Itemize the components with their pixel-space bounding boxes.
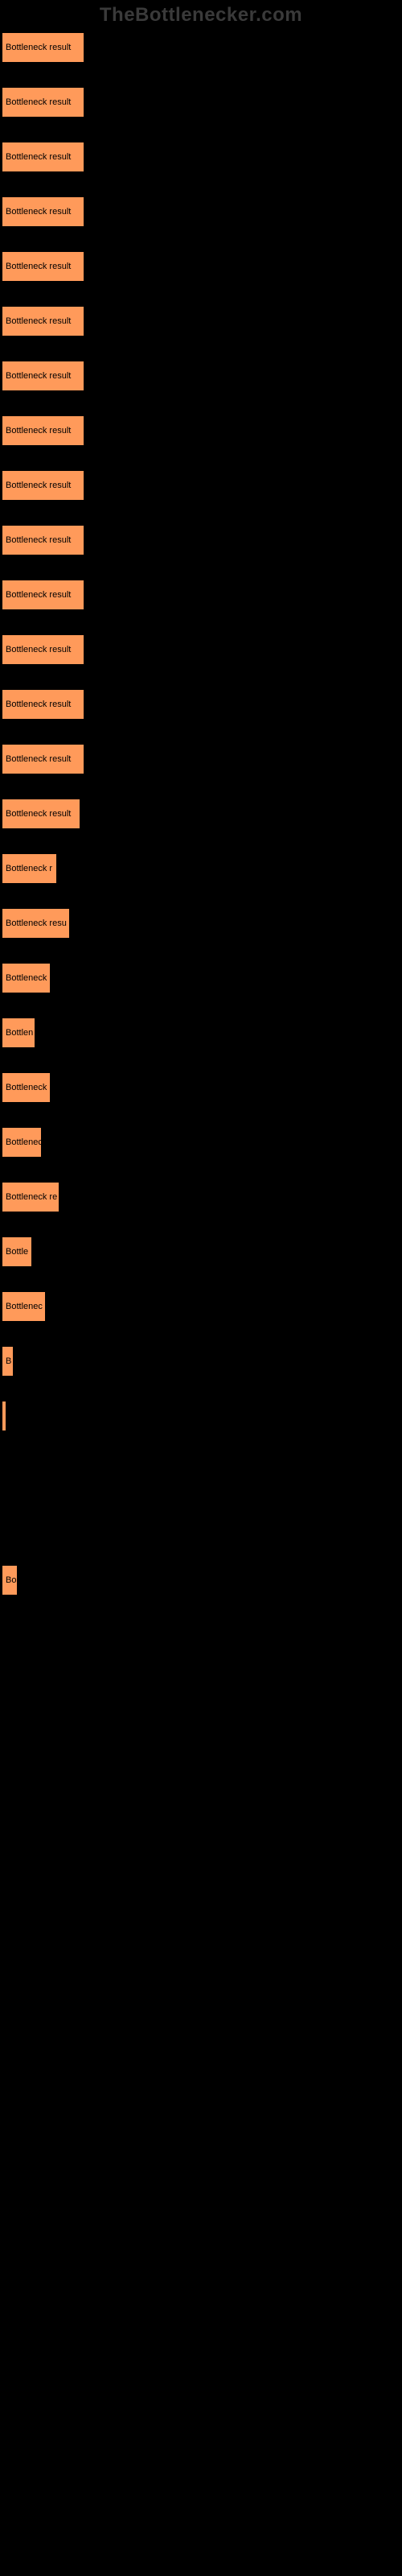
chart-bar: Bottleneck <box>2 963 51 993</box>
bar-wrapper: Bottleneck result <box>2 580 402 610</box>
bar-wrapper: Bottleneck r <box>2 853 402 884</box>
chart-bar: Bottleneck result <box>2 744 84 774</box>
bar-wrapper: Bottleneck result <box>2 744 402 774</box>
bar-label: Bottleneck result <box>6 481 71 490</box>
bar-label: Bottleneck result <box>6 97 71 107</box>
bar-label: Bottlenec <box>6 1302 43 1311</box>
chart-bar <box>2 1401 6 1431</box>
bar-label: Bottlenec <box>6 1137 42 1147</box>
bar-wrapper: Bottlenec <box>2 1291 402 1322</box>
bar-wrapper: B <box>2 1346 402 1377</box>
chart-bar: Bottleneck result <box>2 32 84 63</box>
bar-wrapper: Bottleneck result <box>2 634 402 665</box>
bar-label: B <box>6 1356 11 1366</box>
bar-label: Bottleneck result <box>6 700 71 709</box>
chart-bar: Bottleneck <box>2 1072 51 1103</box>
bar-wrapper: Bottleneck result <box>2 799 402 829</box>
chart-bar: Bottlen <box>2 1018 35 1048</box>
bar-label: Bottleneck result <box>6 754 71 764</box>
chart-bar: Bottleneck result <box>2 251 84 282</box>
chart-bar: Bottleneck result <box>2 415 84 446</box>
bar-wrapper: Bottleneck <box>2 1072 402 1103</box>
bar-wrapper <box>2 1510 402 1541</box>
bar-label: Bottleneck result <box>6 426 71 436</box>
chart-bar: Bottleneck r <box>2 853 57 884</box>
bar-wrapper: Bottleneck re <box>2 1182 402 1212</box>
bar-wrapper: Bottle <box>2 1236 402 1267</box>
chart-bar: Bottleneck resu <box>2 908 70 939</box>
chart-bar: Bottlenec <box>2 1291 46 1322</box>
bar-wrapper: Bottleneck result <box>2 525 402 555</box>
bar-label: Bottlen <box>6 1028 33 1038</box>
chart-bar: Bo <box>2 1565 18 1596</box>
chart-bar: Bottleneck result <box>2 525 84 555</box>
bar-wrapper: Bo <box>2 1565 402 1596</box>
bar-wrapper: Bottleneck result <box>2 415 402 446</box>
bar-wrapper: Bottleneck resu <box>2 908 402 939</box>
bar-wrapper: Bottleneck result <box>2 142 402 172</box>
chart-bar: Bottleneck result <box>2 580 84 610</box>
chart-bar: Bottlenec <box>2 1127 42 1158</box>
bar-label: Bottleneck result <box>6 535 71 545</box>
bar-label: Bottleneck result <box>6 645 71 654</box>
bar-wrapper: Bottleneck result <box>2 361 402 391</box>
bar-label: Bottleneck result <box>6 152 71 162</box>
bar-wrapper: Bottlen <box>2 1018 402 1048</box>
bar-label: Bo <box>6 1575 16 1585</box>
bar-label: Bottleneck result <box>6 590 71 600</box>
chart-bar: Bottleneck re <box>2 1182 59 1212</box>
chart-bar: B <box>2 1346 14 1377</box>
chart-bar: Bottleneck result <box>2 689 84 720</box>
chart-bar: Bottleneck result <box>2 634 84 665</box>
bar-label: Bottleneck <box>6 973 47 983</box>
bar-wrapper: Bottleneck result <box>2 196 402 227</box>
bar-label: Bottleneck result <box>6 262 71 271</box>
bar-wrapper: Bottleneck result <box>2 251 402 282</box>
chart-bar: Bottleneck result <box>2 470 84 501</box>
bar-wrapper: Bottleneck <box>2 963 402 993</box>
chart-bar: Bottleneck result <box>2 196 84 227</box>
bar-label: Bottleneck result <box>6 316 71 326</box>
bar-wrapper: Bottlenec <box>2 1127 402 1158</box>
bar-wrapper: Bottleneck result <box>2 689 402 720</box>
bar-label: Bottleneck r <box>6 864 52 873</box>
chart-bar: Bottleneck result <box>2 87 84 118</box>
bar-label: Bottleneck result <box>6 371 71 381</box>
bar-label: Bottleneck resu <box>6 919 67 928</box>
bar-wrapper: Bottleneck result <box>2 87 402 118</box>
bar-label: Bottle <box>6 1247 28 1257</box>
chart-bar: Bottleneck result <box>2 361 84 391</box>
chart-bar: Bottle <box>2 1236 32 1267</box>
bar-label: Bottleneck result <box>6 207 71 217</box>
chart-bar: Bottleneck result <box>2 799 80 829</box>
bar-label: Bottleneck <box>6 1083 47 1092</box>
bar-label: Bottleneck result <box>6 809 71 819</box>
bar-label: Bottleneck result <box>6 43 71 52</box>
bar-wrapper <box>2 1455 402 1486</box>
bar-wrapper <box>2 1401 402 1431</box>
bar-chart: Bottleneck result Bottleneck result Bottle… <box>0 0 402 1596</box>
watermark-text: TheBottlenecker.com <box>100 4 302 27</box>
chart-bar: Bottleneck result <box>2 142 84 172</box>
chart-bar: Bottleneck result <box>2 306 84 336</box>
bar-wrapper: Bottleneck result <box>2 470 402 501</box>
bar-wrapper: Bottleneck result <box>2 32 402 63</box>
bar-label: Bottleneck re <box>6 1192 57 1202</box>
bar-wrapper: Bottleneck result <box>2 306 402 336</box>
